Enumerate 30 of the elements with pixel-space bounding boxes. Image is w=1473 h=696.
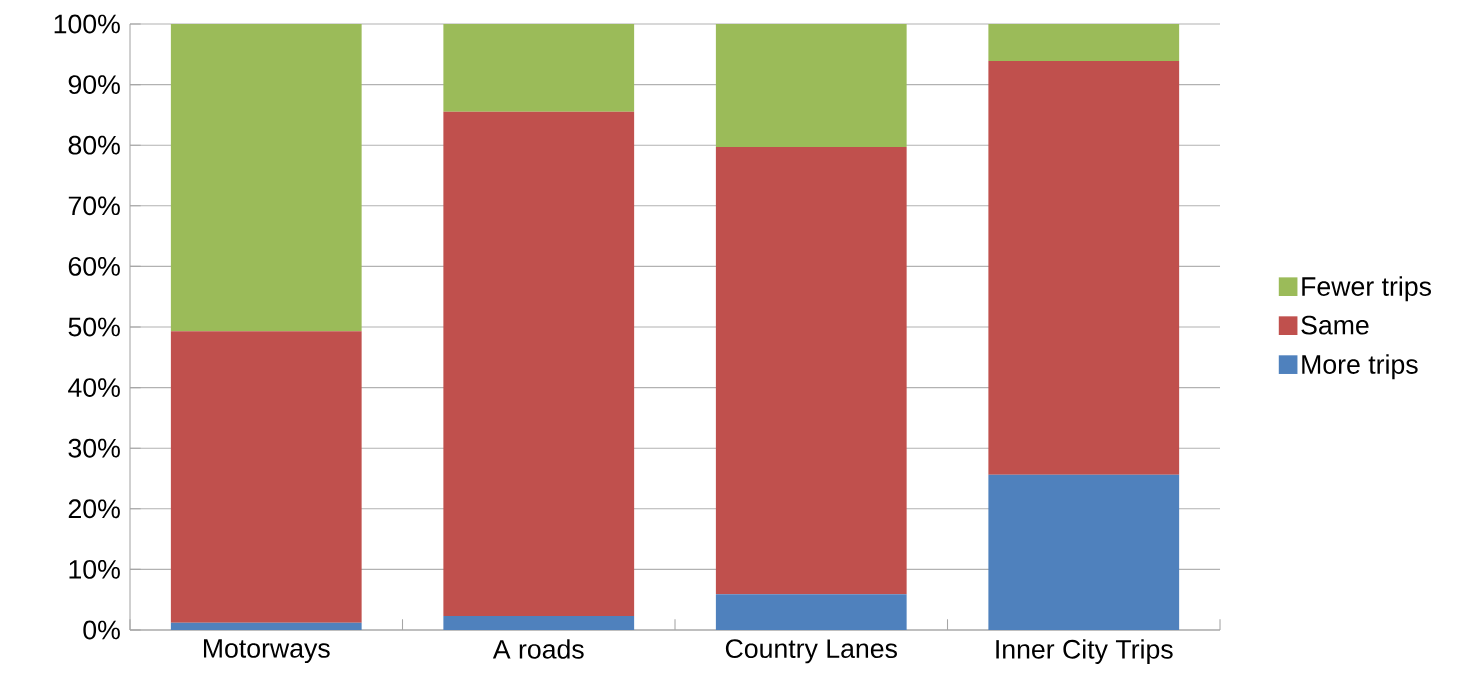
legend-label: Fewer trips — [1302, 276, 1431, 302]
y-tick-label: 70% — [68, 196, 120, 216]
bar — [988, 23, 1180, 61]
bar — [988, 474, 1180, 630]
bar — [170, 622, 362, 630]
x-tick-label: Country Lanes — [725, 639, 897, 664]
x-tick-label: Inner City Trips — [996, 639, 1173, 665]
bar — [170, 23, 362, 332]
bar — [443, 23, 635, 112]
y-tick-label: 20% — [68, 499, 120, 519]
bar — [988, 60, 1180, 475]
y-tick-label: 40% — [68, 378, 120, 398]
y-tick-label: 60% — [68, 256, 120, 276]
bar — [715, 594, 907, 630]
x-tick-label: Motorways — [203, 639, 330, 664]
bar — [443, 111, 635, 617]
bar — [715, 147, 907, 595]
legend-label: Same — [1301, 315, 1369, 335]
y-tick-label: 50% — [68, 317, 120, 337]
y-tick-label: 80% — [68, 135, 120, 155]
y-tick-label: 30% — [68, 438, 120, 458]
x-tick-label: A roads — [492, 639, 584, 659]
bar — [443, 616, 635, 630]
legend-label: More trips — [1302, 354, 1418, 380]
y-tick-label: 10% — [69, 559, 120, 579]
bar — [170, 331, 362, 623]
bar — [715, 23, 907, 148]
y-tick-label: 0% — [83, 620, 120, 640]
y-tick-label: 100% — [54, 14, 120, 34]
y-tick-label: 90% — [68, 75, 120, 95]
